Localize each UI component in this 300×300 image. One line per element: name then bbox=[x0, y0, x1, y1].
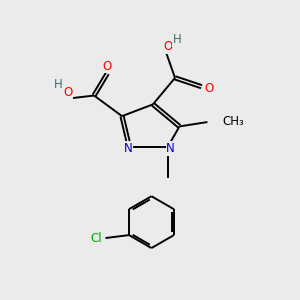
Text: O: O bbox=[103, 60, 112, 73]
Text: Cl: Cl bbox=[91, 232, 103, 244]
Text: N: N bbox=[124, 142, 132, 155]
Text: H: H bbox=[54, 78, 63, 91]
Text: O: O bbox=[204, 82, 214, 95]
Text: H: H bbox=[173, 33, 182, 46]
Text: CH₃: CH₃ bbox=[222, 115, 244, 128]
Text: N: N bbox=[166, 142, 175, 155]
Text: O: O bbox=[163, 40, 172, 53]
Text: O: O bbox=[63, 86, 72, 99]
